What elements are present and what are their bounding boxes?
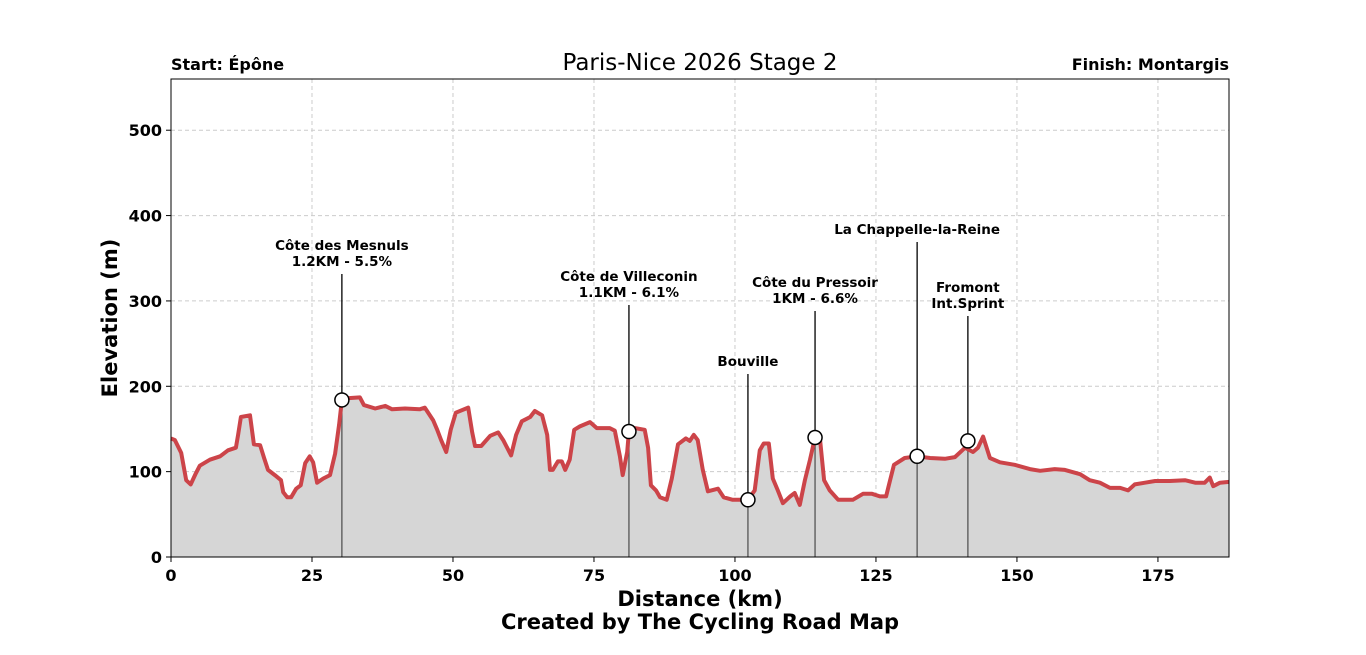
- annotation-label: 1.1KM - 6.1%: [579, 285, 680, 301]
- annotation-label: Bouville: [717, 354, 778, 370]
- x-tick-label: 75: [583, 566, 605, 585]
- finish-label: Finish: Montargis: [1072, 55, 1229, 74]
- annotation-label: Côte du Pressoir: [752, 275, 878, 291]
- start-label: Start: Épône: [171, 55, 284, 74]
- annotation-label: La Chappelle-la-Reine: [834, 222, 1000, 238]
- plot-frame: [170, 78, 1230, 558]
- elevation-area: [171, 397, 1229, 557]
- y-tick-label: 0: [151, 548, 162, 567]
- y-axis-label: Elevation (m): [98, 239, 122, 398]
- y-tick-label: 300: [129, 292, 162, 311]
- annotation-label: 1.2KM - 5.5%: [292, 254, 393, 270]
- x-tick-label: 125: [859, 566, 892, 585]
- x-axis-label: Distance (km): [617, 587, 782, 611]
- x-tick-label: 150: [1000, 566, 1033, 585]
- y-tick-label: 200: [129, 377, 162, 396]
- annotation-label: 1KM - 6.6%: [772, 291, 858, 307]
- x-tick-label: 50: [442, 566, 464, 585]
- annotation-label: Fromont: [936, 280, 1000, 296]
- annotation-marker: [960, 433, 976, 449]
- annotation-marker: [807, 429, 823, 446]
- annotation-label: Côte des Mesnuls: [275, 238, 409, 254]
- axis-ticks: 0 25 50 75 100 125 150 175 0 100 200 300 400 500: [129, 121, 1175, 585]
- annotation-marker: [334, 392, 350, 408]
- y-tick-label: 400: [129, 207, 162, 226]
- x-tick-label: 25: [301, 566, 323, 585]
- x-tick-label: 0: [165, 566, 176, 585]
- credit-text: Created by The Cycling Road Map: [501, 610, 899, 634]
- chart-title: Paris-Nice 2026 Stage 2: [562, 50, 837, 76]
- annotation-marker: [621, 423, 637, 440]
- x-tick-label: 175: [1141, 566, 1174, 585]
- annotation-marker: [909, 448, 925, 465]
- annotation-label: Côte de Villeconin: [560, 269, 697, 285]
- annotation-label: Int.Sprint: [931, 296, 1004, 312]
- y-tick-label: 100: [129, 463, 162, 482]
- annotation-marker: [740, 492, 756, 508]
- x-tick-label: 100: [718, 566, 751, 585]
- annotation-markers: [334, 392, 976, 508]
- y-tick-label: 500: [129, 121, 162, 140]
